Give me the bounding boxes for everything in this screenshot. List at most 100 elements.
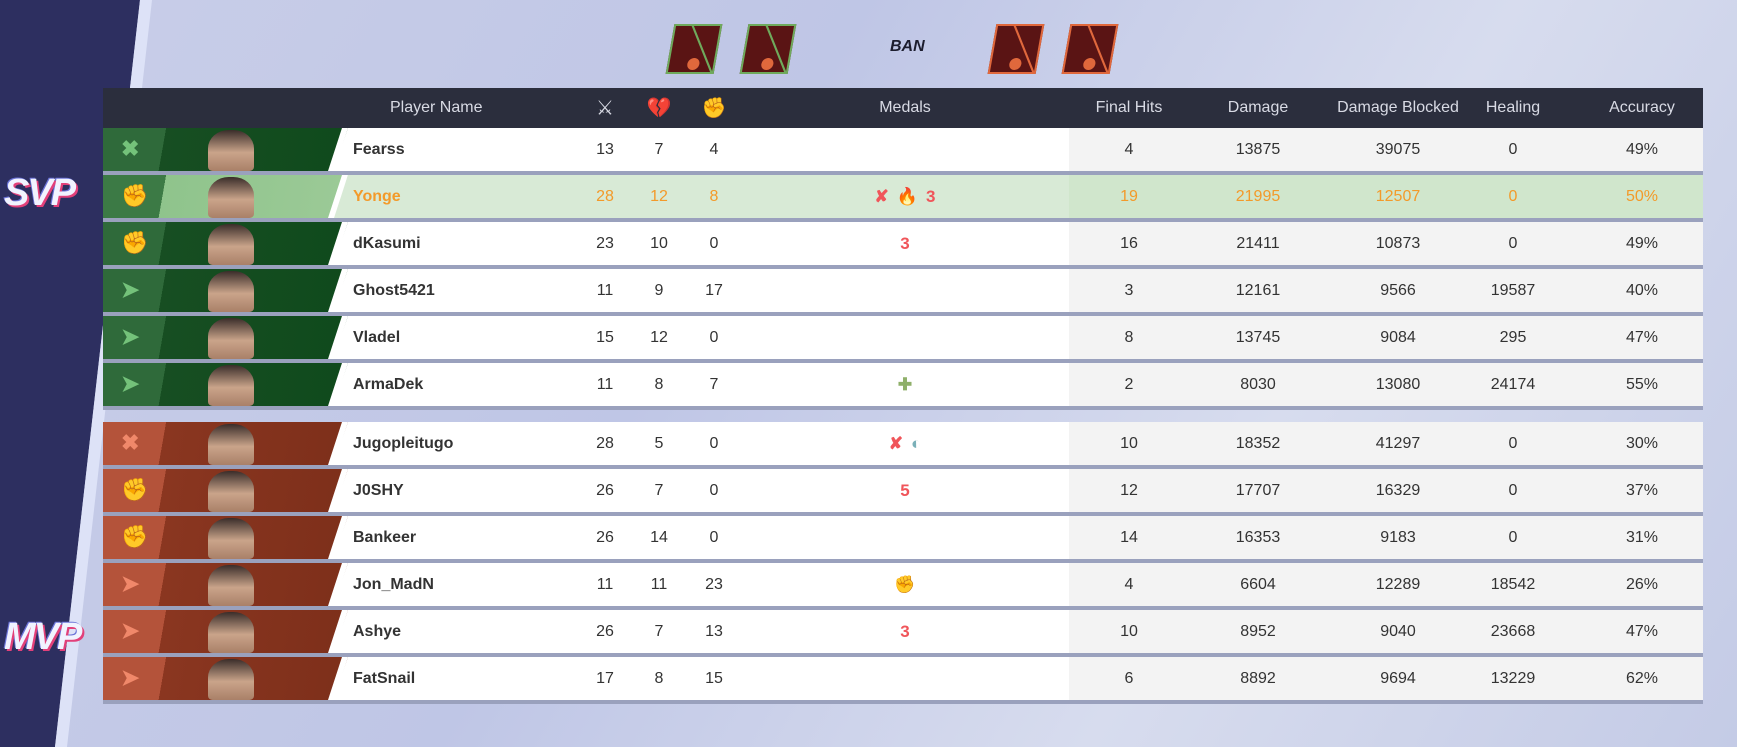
player-name[interactable]: Ashye xyxy=(353,622,402,640)
stat-blocked: 9040 xyxy=(1380,622,1416,640)
stats-panel xyxy=(1069,563,1703,606)
header-final-hits: Final Hits xyxy=(1095,99,1163,116)
header-healing: Healing xyxy=(1485,99,1541,116)
stats-panel xyxy=(1069,657,1703,700)
stat-healing: 0 xyxy=(1508,481,1518,499)
player-name[interactable]: ArmaDek xyxy=(353,375,424,393)
player-name[interactable]: FatSnail xyxy=(353,669,416,687)
stat-healing: 0 xyxy=(1508,528,1518,546)
stat-accuracy: 40% xyxy=(1625,281,1659,299)
player-name[interactable]: Bankeer xyxy=(353,528,417,546)
player-row[interactable]: ➤ FatSnail 17 8 15 6 8892 9694 13229 62% xyxy=(103,657,1703,704)
stat-k: 11 xyxy=(596,281,614,299)
stat-damage: 21411 xyxy=(1236,234,1280,252)
header-accuracy: Accuracy xyxy=(1609,99,1675,116)
stat-blocked: 16329 xyxy=(1375,481,1421,499)
stat-k: 28 xyxy=(596,187,614,205)
player-row[interactable]: ✖ Jugopleitugo 28 5 0 10 18352 41297 0 30% ✘ ◐ xyxy=(103,422,1703,469)
stat-a: 0 xyxy=(709,528,719,546)
stat-d: 10 xyxy=(650,234,668,252)
medals: 5 xyxy=(896,481,913,501)
stat-k: 26 xyxy=(596,481,614,499)
stat-d: 14 xyxy=(650,528,668,546)
medal-icon: 3 xyxy=(925,186,936,206)
kills-icon: ⚔ xyxy=(596,97,614,120)
player-row[interactable]: ➤ Jon_MadN 11 11 23 4 6604 12289 18542 26% ✊ xyxy=(103,563,1703,610)
stat-damage: 18352 xyxy=(1235,434,1281,452)
strategist-role-icon: ➤ xyxy=(121,324,140,349)
svp-badge: SVP xyxy=(4,172,76,214)
hero-portrait: ✖ xyxy=(103,422,348,465)
assists-icon: ✊ xyxy=(701,97,727,120)
stat-damage: 17707 xyxy=(1235,481,1281,499)
player-name[interactable]: dKasumi xyxy=(353,234,421,252)
stat-healing: 295 xyxy=(1499,328,1527,346)
player-row[interactable]: ✖ Fearss 13 7 4 4 13875 39075 0 49% xyxy=(103,128,1703,175)
stat-blocked: 12507 xyxy=(1375,187,1421,205)
stat-d: 12 xyxy=(650,187,668,205)
duelist-role-icon: ✊ xyxy=(121,477,149,502)
stat-blocked: 9694 xyxy=(1380,669,1416,687)
stat-healing: 13229 xyxy=(1490,669,1536,687)
stat-final-hits: 10 xyxy=(1120,434,1138,452)
stat-a: 23 xyxy=(705,575,723,593)
player-name[interactable]: J0SHY xyxy=(353,481,404,499)
player-row[interactable]: ✊ dKasumi 23 10 0 16 21411 10873 0 49% 3 xyxy=(103,222,1703,269)
stat-final-hits: 14 xyxy=(1120,528,1138,546)
stat-blocked: 13080 xyxy=(1375,375,1421,393)
stats-panel xyxy=(1069,363,1703,406)
stat-a: 8 xyxy=(709,187,719,205)
ban-icon xyxy=(683,56,703,72)
stat-k: 17 xyxy=(596,669,614,687)
stat-final-hits: 4 xyxy=(1124,140,1134,158)
player-name[interactable]: Ghost5421 xyxy=(353,281,435,299)
stat-a: 0 xyxy=(709,328,719,346)
player-name[interactable]: Yonge xyxy=(353,187,401,205)
player-row[interactable]: ➤ Ashye 26 7 13 10 8952 9040 23668 47% 3 xyxy=(103,610,1703,657)
strategist-role-icon: ➤ xyxy=(121,571,140,596)
stat-a: 13 xyxy=(705,622,723,640)
ban-label: BAN xyxy=(890,38,925,55)
stat-k: 28 xyxy=(596,434,614,452)
hero-portrait: ➤ xyxy=(103,657,348,700)
scoreboard: Player Name ⚔ 💔 ✊ Medals Final Hits Dama… xyxy=(103,88,1703,704)
header-player-name: Player Name xyxy=(390,99,483,116)
player-name[interactable]: Jon_MadN xyxy=(353,575,434,593)
player-row[interactable]: ✊ Bankeer 26 14 0 14 16353 9183 0 31% xyxy=(103,516,1703,563)
hero-face xyxy=(208,318,254,359)
stat-blocked: 10873 xyxy=(1375,234,1421,252)
stat-d: 9 xyxy=(654,281,664,299)
stat-blocked: 39075 xyxy=(1375,140,1421,158)
stat-healing: 23668 xyxy=(1490,622,1536,640)
player-row[interactable]: ➤ Vladel 15 12 0 8 13745 9084 295 47% xyxy=(103,316,1703,363)
stat-accuracy: 55% xyxy=(1625,375,1659,393)
stats-panel xyxy=(1069,128,1703,171)
stat-k: 15 xyxy=(596,328,614,346)
player-name[interactable]: Vladel xyxy=(353,328,401,346)
hero-portrait: ✊ xyxy=(103,175,348,218)
strategist-role-icon: ➤ xyxy=(121,665,140,690)
team-divider xyxy=(103,410,1703,422)
banned-hero-icon xyxy=(1061,24,1119,74)
stat-k: 23 xyxy=(596,234,614,252)
stat-healing: 24174 xyxy=(1490,375,1536,393)
player-name[interactable]: Fearss xyxy=(353,140,405,158)
stats-panel xyxy=(1069,422,1703,465)
stat-final-hits: 2 xyxy=(1124,375,1134,393)
hero-face xyxy=(208,224,254,265)
hero-portrait: ✖ xyxy=(103,128,348,171)
stat-final-hits: 4 xyxy=(1124,575,1134,593)
hero-portrait: ➤ xyxy=(103,316,348,359)
player-row[interactable]: ✊ J0SHY 26 7 0 12 17707 16329 0 37% 5 xyxy=(103,469,1703,516)
header-damage-blocked: Damage Blocked xyxy=(1337,99,1459,116)
player-row[interactable]: ➤ Ghost5421 11 9 17 3 12161 9566 19587 40% xyxy=(103,269,1703,316)
player-name[interactable]: Jugopleitugo xyxy=(353,434,454,452)
medal-icon: ✘ xyxy=(874,186,889,206)
player-row[interactable]: ✊ Yonge 28 12 8 19 21995 12507 0 50% ✘ 🔥 3 xyxy=(103,175,1703,222)
stat-d: 8 xyxy=(654,375,664,393)
stats-panel xyxy=(1069,269,1703,312)
stats-panel xyxy=(1069,469,1703,512)
player-row[interactable]: ➤ ArmaDek 11 8 7 2 8030 13080 24174 55% ✚ xyxy=(103,363,1703,410)
stat-healing: 0 xyxy=(1508,234,1518,252)
hero-face xyxy=(208,130,254,171)
